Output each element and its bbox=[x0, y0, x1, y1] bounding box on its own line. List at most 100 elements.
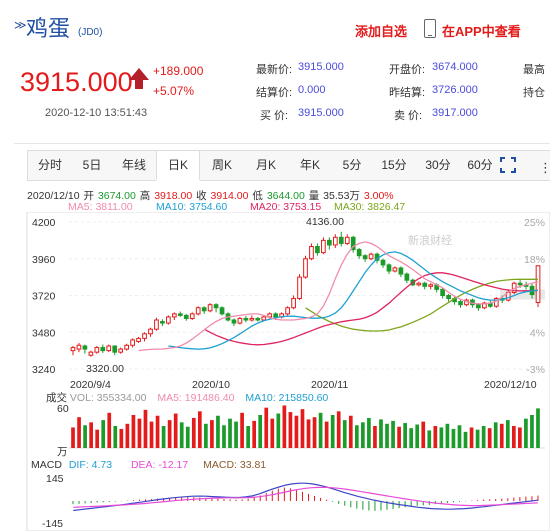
ask-price-value: 3917.000 bbox=[432, 107, 478, 119]
close-label: 收 bbox=[196, 190, 207, 202]
candle-body bbox=[166, 316, 171, 324]
candle-body bbox=[136, 337, 141, 342]
add-watchlist-link[interactable]: 添加自选 bbox=[355, 24, 408, 39]
volume-bar bbox=[505, 420, 510, 448]
quote-datetime: 2020-12-10 13:51:43 bbox=[45, 107, 148, 119]
pct-tick-label: 18% bbox=[524, 254, 545, 266]
volume-bar bbox=[324, 421, 329, 448]
ma10-legend: MA10: 3754.60 bbox=[156, 201, 227, 213]
view-in-app-link[interactable]: 在APP中查看 bbox=[442, 24, 521, 39]
volume-bar bbox=[131, 415, 136, 448]
candle-body bbox=[94, 347, 100, 353]
candle-body bbox=[392, 267, 398, 272]
bid-price-label: 买 价: bbox=[260, 110, 289, 122]
volume-bar bbox=[89, 422, 93, 448]
pct-tick-label: -3% bbox=[526, 364, 545, 376]
prev-settle-value: 3726.000 bbox=[432, 84, 478, 96]
candle-body bbox=[493, 298, 499, 307]
volume-tick-label: 60 bbox=[57, 403, 69, 415]
volume-bar bbox=[312, 417, 317, 448]
vol-ma5-value: 191486.40 bbox=[184, 392, 235, 404]
volume-bar bbox=[524, 418, 528, 448]
low-value: 3644.00 bbox=[266, 190, 305, 202]
volume-bar bbox=[300, 409, 305, 448]
date-tick-label: 2020/10 bbox=[192, 379, 230, 391]
dif-line bbox=[73, 482, 538, 512]
candle-body bbox=[177, 313, 183, 316]
volume-bar bbox=[210, 420, 214, 448]
volume-bar bbox=[294, 415, 299, 448]
volume-bar bbox=[342, 420, 347, 448]
candle-body bbox=[207, 304, 213, 312]
watermark-text: 新浪财经 bbox=[408, 233, 452, 247]
volume-bar bbox=[451, 428, 456, 448]
candle-body bbox=[476, 304, 481, 309]
candle-body bbox=[100, 347, 106, 352]
volume-title: 成交 bbox=[46, 392, 67, 404]
volume-bar bbox=[445, 423, 450, 448]
volume-bar bbox=[228, 418, 232, 448]
candle-body bbox=[189, 313, 195, 319]
tab-weekly-k[interactable]: 周K bbox=[211, 158, 232, 172]
tab-15min[interactable]: 15分 bbox=[381, 158, 407, 172]
tab-60min[interactable]: 60分 bbox=[467, 158, 493, 172]
open-price-label: 开盘价: bbox=[389, 64, 426, 76]
candle-body bbox=[183, 314, 189, 319]
candle-body bbox=[440, 288, 445, 296]
volume-bar bbox=[77, 417, 81, 448]
arrow-up-icon-stem bbox=[135, 80, 143, 89]
tab-5min[interactable]: 5分 bbox=[342, 158, 362, 172]
fullscreen-icon[interactable] bbox=[500, 157, 516, 173]
candle-body bbox=[285, 307, 290, 315]
volume-bar bbox=[113, 426, 118, 448]
volume-bar bbox=[330, 415, 335, 448]
dif-value: 4.73 bbox=[91, 459, 113, 471]
tab-year-line[interactable]: 年线 bbox=[121, 158, 146, 172]
volume-bar bbox=[288, 412, 293, 448]
tab-5day[interactable]: 5日 bbox=[82, 158, 102, 172]
tab-yearly-k[interactable]: 年K bbox=[299, 158, 320, 172]
tab-daily-k[interactable]: 日K bbox=[156, 151, 200, 181]
volume-bar bbox=[137, 418, 142, 448]
volume-bar bbox=[270, 418, 275, 448]
candle-body bbox=[106, 345, 112, 352]
candle-body bbox=[267, 313, 273, 318]
min-price-annotation: 3320.00 bbox=[86, 363, 124, 375]
volume-legend: 成交 VOL: 355334.00 MA5: 191486.40 MA10: 2… bbox=[46, 390, 328, 405]
date-tick-label: 2020/11 bbox=[311, 379, 348, 391]
volume-bar bbox=[511, 426, 516, 448]
tab-monthly-k[interactable]: 月K bbox=[255, 158, 276, 172]
candle-body bbox=[309, 246, 314, 260]
arrow-up-icon bbox=[129, 68, 149, 80]
vol-label: VOL: bbox=[69, 392, 94, 404]
volume-bar bbox=[71, 427, 75, 448]
candle-body bbox=[362, 255, 368, 260]
candle-body bbox=[154, 319, 159, 330]
volume-bar bbox=[216, 415, 220, 448]
volume-bar bbox=[409, 428, 414, 448]
candle-body bbox=[356, 249, 362, 257]
ma5-line bbox=[138, 241, 539, 352]
tab-intraday[interactable]: 分时 bbox=[37, 158, 62, 172]
price-tick-label: 4200 bbox=[32, 217, 56, 229]
volume-bar bbox=[246, 426, 250, 448]
tab-30min[interactable]: 30分 bbox=[425, 158, 451, 172]
volume-bar bbox=[185, 426, 190, 448]
dea-line bbox=[73, 486, 538, 508]
divider bbox=[14, 143, 550, 144]
candle-body bbox=[338, 236, 344, 244]
candle-body bbox=[326, 239, 332, 246]
more-icon[interactable]: ⋮ bbox=[539, 160, 550, 175]
candle-body bbox=[213, 304, 219, 309]
volume-bar bbox=[397, 426, 401, 448]
instrument-name: 鸡蛋 bbox=[26, 16, 71, 41]
kline-chart[interactable]: 420025%396018%372011%34804%3240-3%新浪财经41… bbox=[0, 212, 550, 531]
vol-value: 355334.00 bbox=[96, 392, 147, 404]
candle-body bbox=[416, 282, 422, 286]
open-label: 开 bbox=[83, 190, 94, 202]
candle-body bbox=[315, 246, 320, 254]
ma20-value: 3753.15 bbox=[283, 201, 322, 213]
pct-tick-label: 4% bbox=[530, 327, 545, 339]
candle-body bbox=[398, 267, 404, 275]
volume-bar bbox=[499, 423, 504, 448]
